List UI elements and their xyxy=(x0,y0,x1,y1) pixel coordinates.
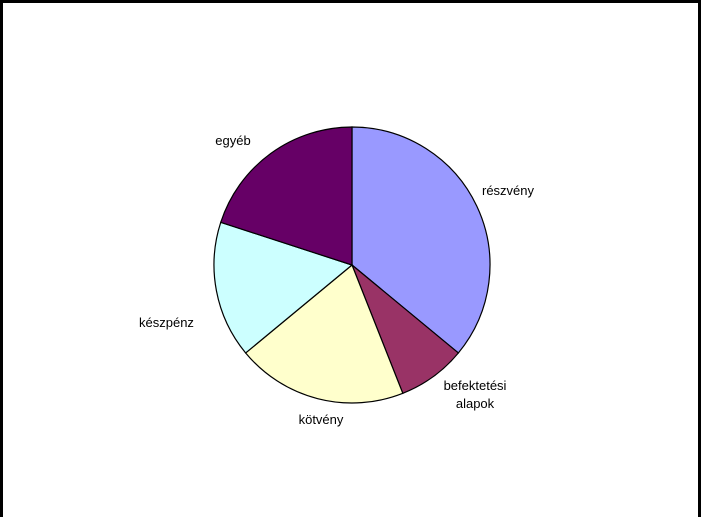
pie-slices xyxy=(213,126,491,404)
slice-label-2: befektetési alapok xyxy=(444,378,507,411)
slice-label-1: részvény xyxy=(482,183,535,198)
slice-label-4: készpénz xyxy=(139,315,194,330)
slice-labels: részvény befektetési alapok kötvény készpénz… xyxy=(139,133,535,427)
slice-label-3: kötvény xyxy=(299,412,344,427)
pie-slice-3 xyxy=(244,264,404,404)
pie-slice-5 xyxy=(219,126,353,266)
pie-slice-1 xyxy=(351,126,491,354)
pie-slice-4 xyxy=(213,221,354,354)
slice-label-5: egyéb xyxy=(215,133,250,148)
